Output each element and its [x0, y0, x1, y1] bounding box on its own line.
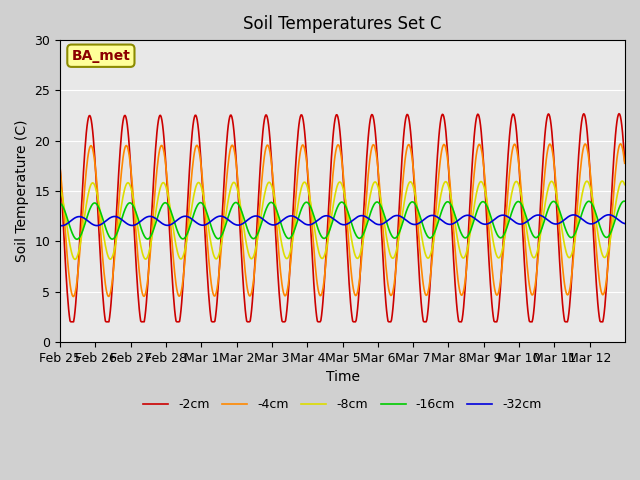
-16cm [543, 210, 551, 216]
-4cm [385, 286, 392, 292]
-8cm [92, 185, 99, 191]
Line: -4cm: -4cm [60, 144, 625, 297]
-16cm [385, 226, 392, 231]
-4cm [56, 166, 64, 171]
-16cm [73, 236, 81, 242]
-4cm [616, 141, 624, 147]
-2cm [543, 115, 551, 121]
-32cm [56, 223, 64, 228]
-16cm [92, 200, 99, 206]
X-axis label: Time: Time [326, 370, 360, 384]
Y-axis label: Soil Temperature (C): Soil Temperature (C) [15, 120, 29, 262]
-2cm [621, 158, 628, 164]
-8cm [385, 246, 392, 252]
-16cm [399, 217, 407, 223]
-2cm [67, 319, 75, 324]
-16cm [485, 208, 493, 214]
-32cm [485, 220, 493, 226]
-16cm [417, 215, 424, 220]
-4cm [543, 152, 551, 157]
-4cm [485, 228, 493, 234]
-2cm [399, 134, 407, 140]
Line: -32cm: -32cm [60, 215, 625, 226]
-32cm [385, 217, 392, 223]
-8cm [619, 178, 627, 184]
-8cm [621, 182, 628, 188]
Text: BA_met: BA_met [72, 49, 131, 63]
-16cm [56, 200, 64, 206]
-16cm [621, 198, 628, 204]
-2cm [417, 291, 424, 297]
-2cm [92, 166, 99, 171]
-32cm [605, 212, 613, 217]
Title: Soil Temperatures Set C: Soil Temperatures Set C [243, 15, 442, 33]
-4cm [70, 294, 77, 300]
-8cm [399, 204, 407, 210]
-8cm [543, 191, 551, 197]
-2cm [385, 319, 392, 324]
-32cm [417, 219, 424, 225]
-16cm [620, 198, 628, 204]
-8cm [485, 211, 493, 217]
-2cm [56, 166, 64, 171]
-32cm [621, 221, 628, 227]
Line: -16cm: -16cm [60, 201, 625, 239]
Line: -8cm: -8cm [60, 181, 625, 259]
-2cm [615, 111, 623, 117]
Line: -2cm: -2cm [60, 114, 625, 322]
-8cm [71, 256, 79, 262]
-8cm [417, 226, 424, 231]
-32cm [543, 216, 551, 222]
-4cm [92, 166, 99, 171]
-4cm [399, 172, 407, 178]
-32cm [92, 223, 99, 228]
-2cm [485, 258, 493, 264]
-4cm [417, 255, 424, 261]
-8cm [56, 185, 64, 191]
-4cm [621, 160, 628, 166]
-32cm [58, 223, 65, 228]
Legend: -2cm, -4cm, -8cm, -16cm, -32cm: -2cm, -4cm, -8cm, -16cm, -32cm [138, 394, 547, 417]
-32cm [399, 216, 407, 221]
